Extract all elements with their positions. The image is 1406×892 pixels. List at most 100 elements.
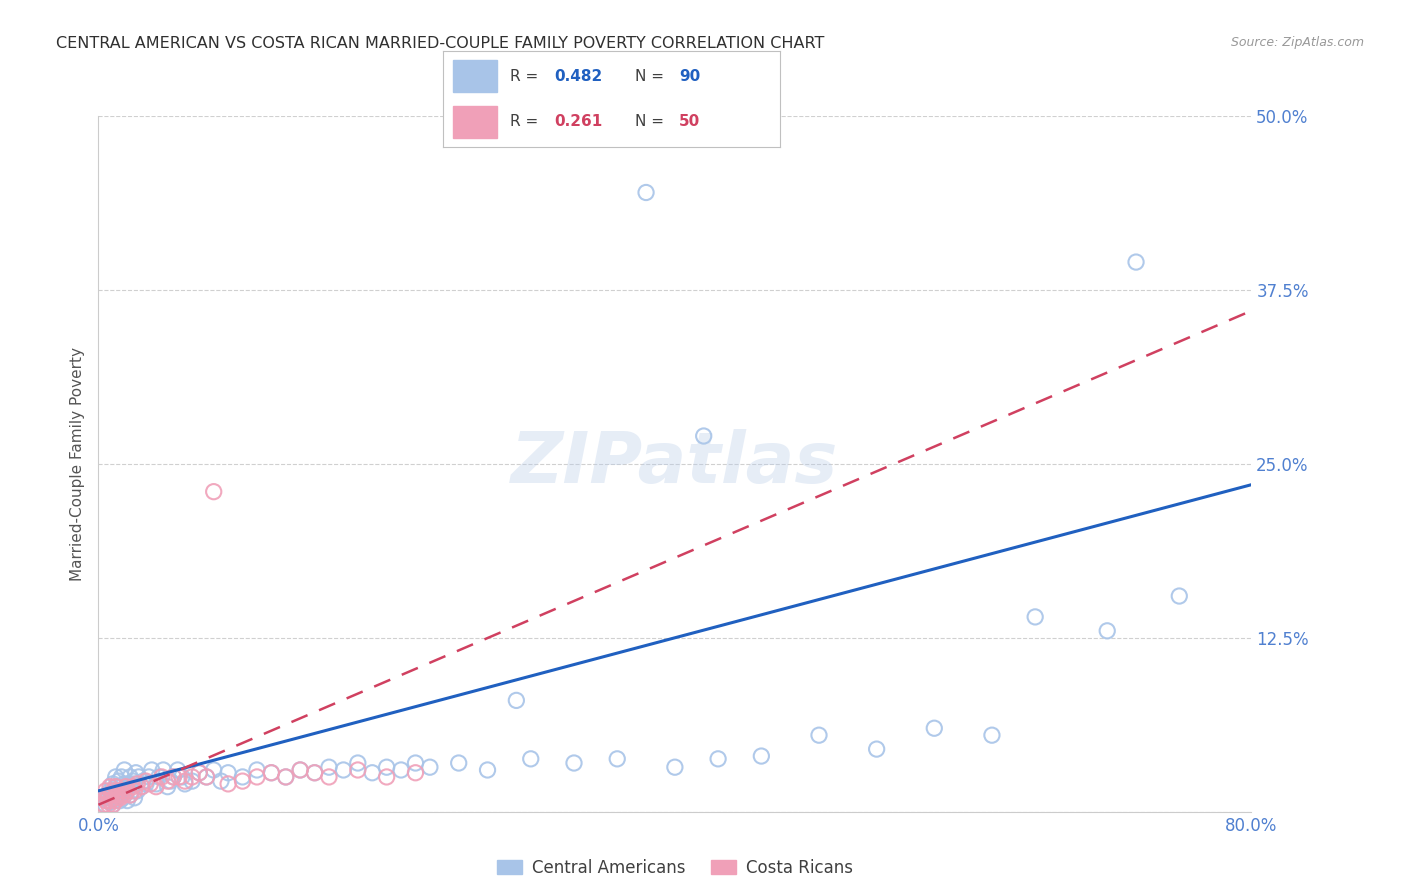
Point [101,797,124,812]
Point [94,784,117,798]
Point [127,777,149,791]
Point [124,777,146,791]
Point [101,788,124,802]
Point [110,784,132,798]
Point [217,777,239,791]
Text: Source: ZipAtlas.com: Source: ZipAtlas.com [1230,36,1364,49]
Point [162,770,184,784]
Text: 50: 50 [679,114,700,129]
Point [231,770,254,784]
Text: 0.482: 0.482 [554,69,603,84]
Point [174,777,197,791]
Point [135,777,157,791]
Point [162,770,184,784]
Point [375,760,398,774]
Point [419,760,441,774]
Point [181,774,204,789]
Point [98,780,121,794]
Point [375,770,398,784]
Point [103,794,125,808]
Point [606,752,628,766]
Text: N =: N = [636,69,669,84]
Point [97,797,120,812]
Point [101,784,124,798]
Point [693,429,716,443]
Point [117,780,138,794]
Text: ZIPatlas: ZIPatlas [512,429,838,499]
Point [117,794,138,808]
Point [98,784,121,798]
Point [105,788,128,802]
Point [107,788,129,802]
Point [181,770,204,784]
Point [707,752,730,766]
Point [122,774,145,789]
Point [118,777,141,791]
Text: 90: 90 [679,69,700,84]
Point [751,749,773,764]
Point [124,790,146,805]
Point [104,780,127,794]
Text: R =: R = [510,69,548,84]
Point [122,780,145,794]
Point [188,765,211,780]
Point [112,763,135,777]
Point [246,763,269,777]
Point [94,794,117,808]
Point [112,788,135,802]
Point [318,770,340,784]
Point [150,770,173,784]
Point [304,765,326,780]
Point [188,765,211,780]
Point [361,765,384,780]
Point [100,788,122,802]
Point [100,790,122,805]
Text: N =: N = [636,114,669,129]
Point [103,790,125,805]
Point [156,774,179,789]
Point [152,763,174,777]
Point [304,765,326,780]
Point [110,770,132,784]
Point [101,797,124,812]
Point [104,794,127,808]
Point [135,774,157,789]
Point [94,790,117,805]
Point [389,763,412,777]
Point [167,770,190,784]
Text: CENTRAL AMERICAN VS COSTA RICAN MARRIED-COUPLE FAMILY POVERTY CORRELATION CHART: CENTRAL AMERICAN VS COSTA RICAN MARRIED-… [56,36,824,51]
Point [93,797,115,812]
Point [866,742,889,756]
Point [114,784,136,798]
Point [121,784,143,798]
Point [96,790,118,805]
Point [105,790,128,805]
Point [202,763,225,777]
Point [170,770,193,784]
Point [138,770,160,784]
Point [105,780,128,794]
Point [447,756,470,770]
Point [664,760,686,774]
Point [108,790,131,805]
Point [127,784,149,798]
Point [112,777,135,791]
Bar [453,61,496,92]
Point [120,770,142,784]
Text: R =: R = [510,114,548,129]
Point [104,770,127,784]
Point [156,780,179,794]
Point [97,788,120,802]
Point [97,788,120,802]
Point [111,784,134,798]
Point [110,788,132,802]
Point [636,186,658,200]
Point [1024,610,1046,624]
Point [94,797,117,812]
Point [145,777,167,791]
Point [1097,624,1119,638]
Point [101,777,124,791]
Point [922,721,945,735]
Point [174,774,197,789]
Point [166,763,188,777]
